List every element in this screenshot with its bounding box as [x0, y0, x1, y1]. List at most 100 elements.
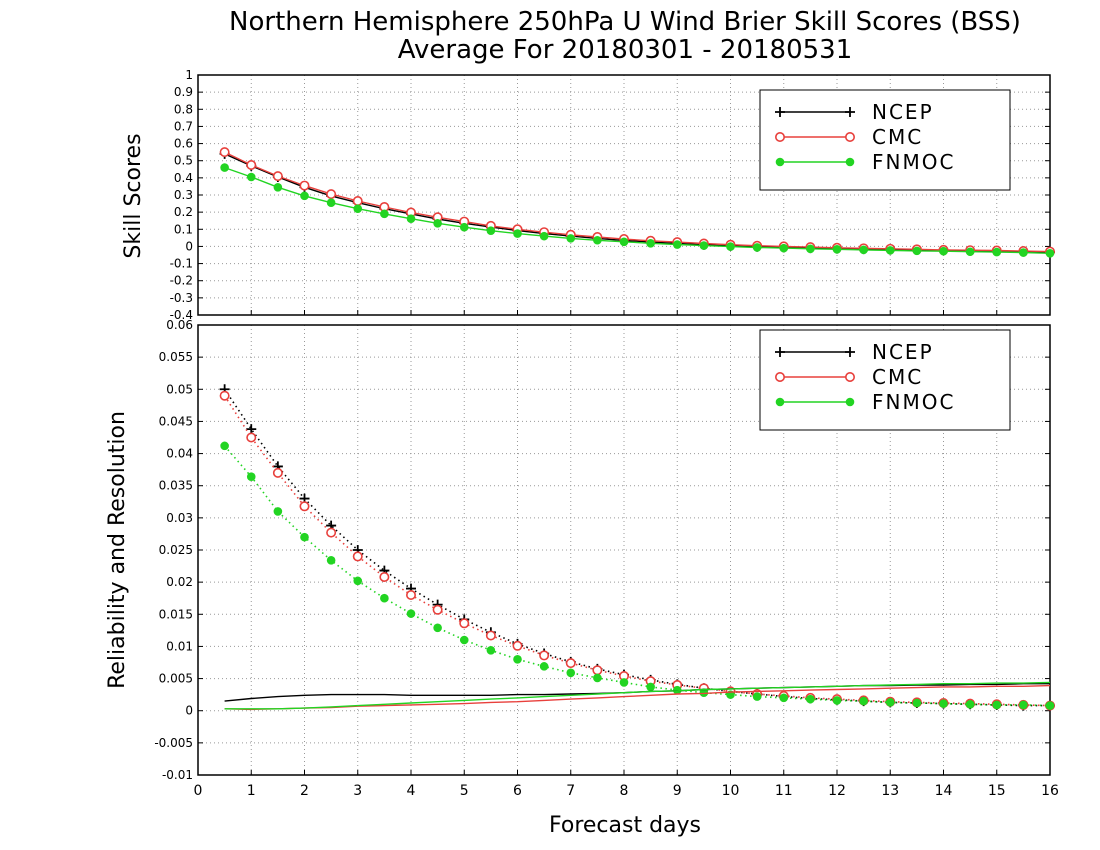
x-tick-label: 5	[460, 783, 469, 799]
skill-point-fnmoc	[752, 243, 762, 252]
relres-point-fnmoc-resolution	[619, 678, 629, 687]
relres-point-fnmoc-resolution	[300, 532, 309, 542]
skill-y-tick-label: 0.2	[174, 205, 193, 219]
skill-y-tick-label: -0.1	[170, 257, 193, 271]
relres-point-fnmoc-resolution	[779, 693, 789, 703]
relres-point-cmc-resolution	[539, 650, 550, 661]
x-tick-label: 0	[194, 783, 203, 799]
relres-y-tick-label: 0.045	[159, 414, 193, 428]
skill-legend-label: FNMOC	[872, 150, 955, 174]
relres-point-fnmoc-resolution	[406, 609, 416, 618]
skill-y-tick-label: 1	[185, 68, 193, 82]
skill-y-tick-label: 0.4	[174, 171, 193, 185]
relres-y-tick-label: 0.055	[159, 350, 193, 364]
skill-y-tick-label: 0.9	[174, 85, 193, 99]
skill-point-fnmoc	[965, 247, 975, 257]
x-tick-label: 11	[775, 783, 793, 799]
relres-legend-marker	[775, 397, 785, 407]
relres-y-tick-label: 0.06	[166, 318, 193, 332]
x-tick-label: 9	[673, 783, 682, 799]
relres-point-fnmoc-resolution	[885, 698, 895, 707]
relres-point-cmc-resolution	[272, 467, 283, 478]
relres-point-cmc-resolution	[592, 665, 603, 676]
chart-title-line2: Average For 20180301 - 20180531	[398, 35, 853, 65]
relres-point-fnmoc-resolution	[326, 555, 336, 565]
relres-point-cmc-resolution	[512, 640, 523, 651]
relres-y-tick-label: 0	[185, 704, 193, 718]
relres-point-fnmoc-resolution	[859, 696, 868, 706]
relres-legend-label: CMC	[872, 365, 923, 389]
relres-point-fnmoc-resolution	[992, 700, 1002, 710]
skill-point-fnmoc	[912, 246, 922, 256]
skill-legend	[759, 89, 1011, 191]
relres-point-fnmoc-resolution	[965, 699, 975, 709]
skill-legend-marker	[775, 157, 785, 167]
relres-point-fnmoc-resolution	[1045, 701, 1055, 710]
relres-y-tick-label: 0.04	[166, 447, 193, 461]
skill-y-tick-label: 0	[185, 239, 193, 253]
relres-y-tick-label: 0.035	[159, 479, 193, 493]
relres-y-tick-label: 0.05	[166, 382, 193, 396]
y-axis-label-skill-scores: Skill Scores	[121, 133, 146, 258]
relres-y-tick-label: 0.02	[166, 575, 193, 589]
skill-y-tick-label: 0.7	[174, 119, 193, 133]
relres-point-fnmoc-resolution	[566, 668, 576, 678]
x-tick-label: 8	[620, 783, 629, 799]
skill-point-fnmoc	[859, 245, 868, 255]
skill-point-cmc	[299, 180, 310, 191]
relres-point-cmc-resolution	[326, 527, 337, 538]
relres-legend-marker	[775, 347, 785, 357]
skill-point-fnmoc	[1019, 248, 1028, 257]
skill-point-fnmoc	[273, 182, 283, 192]
relres-point-fnmoc-resolution	[353, 576, 363, 586]
skill-point-fnmoc	[246, 172, 256, 182]
relres-point-fnmoc-resolution	[513, 654, 522, 664]
relres-legend-label: NCEP	[872, 340, 934, 364]
x-tick-label: 7	[566, 783, 575, 799]
skill-point-fnmoc	[646, 239, 655, 248]
relres-point-fnmoc-resolution	[593, 673, 602, 683]
skill-point-fnmoc	[1045, 248, 1055, 258]
skill-legend-marker	[775, 107, 785, 117]
relres-legend-marker	[845, 397, 855, 407]
skill-point-fnmoc	[220, 163, 229, 172]
relres-legend-marker	[844, 371, 855, 382]
x-tick-label: 10	[722, 783, 740, 799]
relres-point-cmc-resolution	[485, 630, 496, 641]
x-tick-label: 15	[988, 783, 1006, 799]
relres-point-fnmoc-resolution	[752, 692, 762, 701]
skill-point-fnmoc	[593, 235, 602, 245]
skill-point-fnmoc	[380, 209, 389, 219]
relres-y-tick-label: 0.025	[159, 543, 193, 557]
relres-series-fnmoc-reliability-line	[224, 681, 1051, 710]
relres-series-ncep-resolution-line	[223, 388, 1050, 707]
relres-y-tick-label: 0.03	[166, 511, 193, 525]
skill-point-fnmoc	[566, 234, 576, 243]
skill-point-fnmoc	[326, 198, 336, 208]
skill-point-cmc	[326, 189, 337, 200]
skill-point-cmc	[246, 160, 257, 171]
relres-point-fnmoc-resolution	[832, 696, 842, 705]
x-tick-label: 16	[1041, 783, 1059, 799]
relres-point-fnmoc-resolution	[646, 682, 655, 692]
skill-point-fnmoc	[353, 204, 363, 214]
skill-point-cmc	[352, 196, 363, 207]
skill-point-fnmoc	[539, 231, 549, 241]
skill-y-tick-label: -0.4	[170, 308, 193, 322]
relres-legend	[759, 329, 1011, 431]
x-axis-label: Forecast days	[549, 813, 701, 838]
skill-point-fnmoc	[300, 191, 309, 201]
y-axis-label-reliability-resolution: Reliability and Resolution	[105, 411, 130, 689]
relres-y-tick-label: -0.01	[162, 768, 193, 782]
skill-point-fnmoc	[433, 218, 442, 228]
skill-point-fnmoc	[619, 237, 629, 247]
reliability-resolution-panel: -0.01 -0.005 0 0.005 0.01 0.015 0.02 0.025 0.03 0…	[154, 318, 1059, 799]
skill-series-fnmoc-line	[224, 166, 1051, 254]
relres-point-ncep-resolution	[246, 424, 257, 435]
x-tick-label: 13	[881, 783, 899, 799]
skill-point-fnmoc	[406, 214, 416, 223]
skill-y-tick-label: 0.3	[174, 188, 193, 202]
x-tick-label: 4	[407, 783, 416, 799]
skill-legend-label: CMC	[872, 125, 923, 149]
skill-legend-marker	[845, 107, 855, 117]
